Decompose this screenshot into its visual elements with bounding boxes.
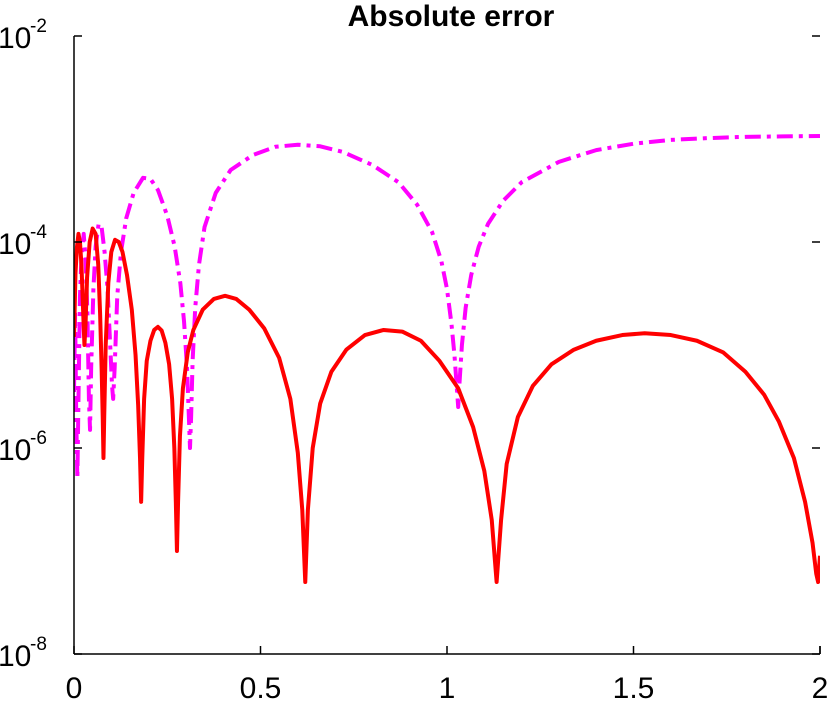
y-tick-base: 10: [0, 22, 31, 55]
series-line-2: [74, 226, 820, 585]
y-tick-label: 10-6: [0, 428, 47, 467]
x-tick-label: 0.5: [240, 672, 282, 705]
series-layer: [74, 133, 820, 585]
y-tick-label: 10-2: [0, 16, 47, 55]
y-tick-exponent: -4: [30, 222, 47, 243]
tick-labels: 0 0.5 1 1.5 210-810-610-410-2: [0, 16, 828, 705]
chart-title: Absolute error: [348, 0, 555, 33]
y-tick-exponent: -6: [30, 428, 47, 449]
x-tick-label: 1.5: [613, 672, 655, 705]
x-tick-label: 1: [439, 672, 456, 705]
y-tick-exponent: -8: [30, 634, 47, 655]
y-tick-label: 10-8: [0, 634, 47, 673]
x-tick-label: 2: [812, 672, 829, 705]
y-tick-base: 10: [0, 434, 31, 467]
y-tick-base: 10: [0, 228, 31, 261]
x-tick-label: 0: [66, 672, 83, 705]
series-line-1: [74, 133, 820, 482]
axes: [73, 35, 821, 655]
y-tick-label: 10-4: [0, 222, 47, 261]
y-tick-base: 10: [0, 640, 31, 673]
y-tick-exponent: -2: [30, 16, 47, 37]
